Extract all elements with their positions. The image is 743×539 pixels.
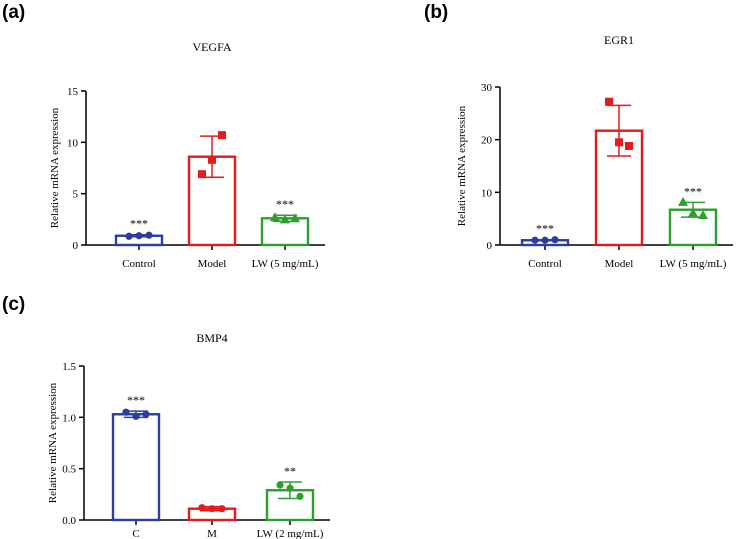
y-tick-label: 10 (67, 137, 79, 149)
data-point (208, 505, 216, 513)
data-point (122, 408, 130, 416)
data-point (218, 505, 226, 513)
panel-label-b: (b) (424, 2, 448, 23)
data-point (125, 232, 133, 240)
chart-egr1: EGR1 Relative mRNA expression 0 10 20 30 Contr… (456, 33, 733, 270)
data-point (541, 236, 549, 244)
data-point (678, 196, 688, 206)
data-point (280, 214, 290, 224)
category-label: LW (5 mg/mL) (252, 258, 319, 270)
significance-label: *** (127, 393, 145, 407)
data-point (698, 209, 708, 219)
y-axis-label: Relative mRNA expression (456, 105, 468, 226)
y-axis-label: Relative mRNA expression (49, 107, 61, 228)
y-tick-label: 5 (73, 189, 79, 201)
data-point (296, 492, 304, 500)
panel-label-a: (a) (2, 2, 25, 23)
chart-title: EGR1 (604, 33, 634, 47)
data-point (688, 207, 698, 217)
data-point (276, 481, 284, 489)
significance-label: *** (536, 222, 554, 236)
y-tick-label: 0.5 (62, 464, 76, 476)
panel-label-c: (c) (2, 294, 25, 315)
category-label: LW (5 mg/mL) (660, 258, 727, 270)
chart-vegfa: VEGFA Relative mRNA expression 0 5 10 15 Contr… (49, 40, 325, 270)
data-point (198, 170, 206, 179)
y-tick-label: 1.0 (62, 412, 76, 424)
y-tick-label: 0 (487, 240, 493, 252)
chart-title: VEGFA (192, 40, 231, 54)
significance-label: *** (276, 197, 294, 211)
chart-title: BMP4 (196, 331, 227, 345)
data-point (132, 412, 140, 420)
bar (111, 413, 161, 522)
category-label: M (207, 528, 217, 539)
data-point (605, 97, 613, 106)
data-point (286, 484, 294, 492)
category-label: Control (528, 258, 562, 270)
data-point (145, 231, 153, 239)
category-label: Control (122, 258, 156, 270)
data-point (531, 236, 539, 244)
significance-label: ** (284, 464, 296, 478)
data-point (142, 410, 150, 418)
significance-label: *** (130, 217, 148, 231)
data-point (208, 155, 216, 164)
data-point (551, 236, 559, 244)
data-point (218, 131, 226, 140)
category-label: Model (198, 258, 227, 270)
category-label: C (132, 528, 139, 539)
y-tick-label: 20 (481, 135, 493, 147)
data-point (290, 213, 300, 223)
y-tick-label: 30 (481, 82, 493, 94)
data-point (135, 232, 143, 240)
y-tick-label: 10 (481, 187, 493, 199)
y-axis-label: Relative mRNA expression (47, 382, 59, 503)
y-tick-label: 0.0 (62, 515, 76, 527)
category-label: LW (2 mg/mL) (257, 528, 324, 539)
y-tick-label: 1.5 (62, 361, 76, 373)
data-point (625, 141, 633, 150)
y-tick-label: 15 (67, 86, 79, 98)
category-label: Model (605, 258, 634, 270)
significance-label: *** (684, 184, 702, 198)
y-tick-label: 0 (73, 240, 79, 252)
data-point (270, 212, 280, 222)
data-point (615, 138, 623, 147)
data-point (198, 504, 206, 512)
